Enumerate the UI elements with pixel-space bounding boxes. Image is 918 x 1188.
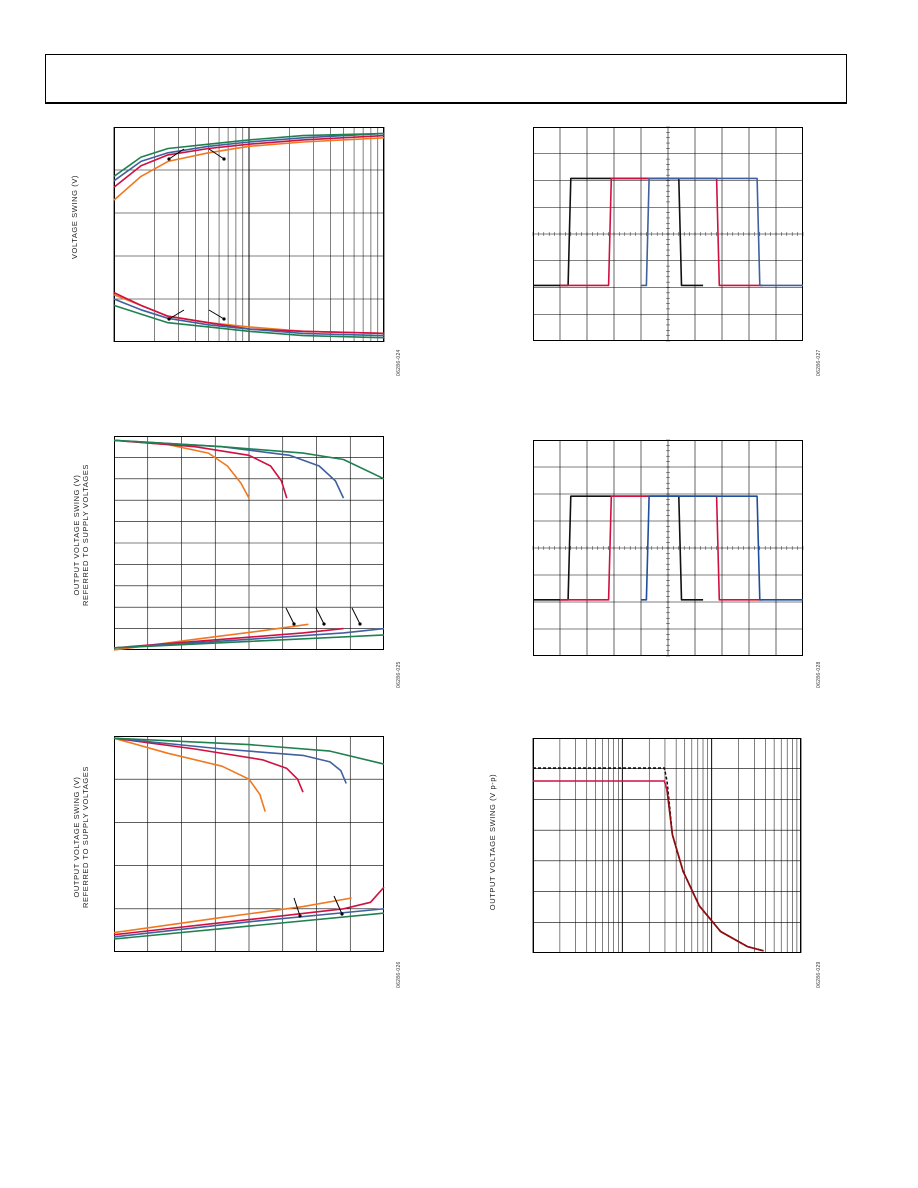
fig3-y-axis-label-line1: OUTPUT VOLTAGE SWING (V) — [72, 776, 81, 898]
fig1-annotation-arrow — [168, 148, 185, 160]
fig1-annotation-arrowhead — [222, 317, 226, 321]
fig3-series-green-3 — [113, 737, 385, 765]
fig2-grid — [114, 436, 384, 650]
fig1-annotation-arrow — [208, 148, 225, 160]
fig4-series-black-0 — [533, 177, 704, 287]
fig2-annotation-arrow — [315, 607, 325, 625]
fig2-series-red-5 — [113, 627, 344, 649]
fig1-grid — [113, 127, 385, 342]
fig3-figure-id: 06286-026 — [396, 961, 402, 988]
fig1-y-axis-label: VOLTAGE SWING (V) — [70, 174, 79, 260]
fig4-series-red-1 — [560, 177, 763, 287]
fig6-series-red-1 — [533, 780, 764, 952]
fig3-y-axis-label-line2: REFERRED TO SUPPLY VOLTAGES — [81, 765, 90, 909]
fig1-series-blue-2 — [113, 132, 385, 182]
fig2-series-blue-6 — [113, 627, 385, 649]
fig3-series-red-1 — [113, 737, 304, 793]
fig5-plot-frame — [533, 440, 803, 656]
fig6-y-axis-label: OUTPUT VOLTAGE SWING (V p-p) — [488, 773, 497, 911]
fig1-series-orange-0 — [113, 137, 385, 201]
fig3-series-green-7 — [113, 912, 385, 940]
fig3-series-blue-6 — [113, 908, 385, 938]
fig1-annotation-arrowhead — [167, 317, 171, 321]
fig6-series-dark_red-2 — [666, 789, 764, 952]
fig1-series-red-1 — [113, 134, 385, 188]
fig1-annotation-arrow — [168, 309, 185, 320]
fig1-series-blue-6 — [113, 298, 385, 337]
fig4-plot-frame — [533, 127, 803, 341]
fig5-series-dark_blue-2 — [641, 495, 803, 601]
fig6-figure-id: 06286-029 — [816, 961, 822, 988]
page-header-box — [45, 54, 847, 104]
fig2-annotation-arrow — [351, 607, 361, 625]
fig3-series-blue-2 — [113, 737, 347, 784]
fig2-y-axis-label: OUTPUT VOLTAGE SWING (V) REFERRED TO SUP… — [72, 450, 90, 620]
fig2-series-red-1 — [113, 439, 288, 499]
fig1-series-green-3 — [113, 132, 385, 178]
fig3-annotation-arrow — [293, 897, 301, 917]
chart-fig4 — [532, 126, 804, 342]
fig3-series-red-5 — [113, 886, 385, 936]
fig4-series-blue-2 — [641, 177, 803, 287]
fig1-plot-frame — [114, 127, 384, 342]
fig1-series-red-5 — [113, 291, 385, 335]
fig6-grid — [532, 738, 802, 953]
chart-fig2 — [113, 436, 385, 651]
fig6-plot-frame — [533, 738, 801, 953]
fig1-annotation-arrowhead — [222, 157, 226, 161]
fig2-annotation-arrowhead — [322, 622, 326, 626]
fig2-series-blue-2 — [113, 439, 345, 499]
chart-fig1 — [113, 127, 385, 342]
fig2-plot-frame — [114, 436, 384, 650]
fig2-y-axis-label-line1: OUTPUT VOLTAGE SWING (V) — [72, 474, 81, 596]
fig3-series-orange-0 — [113, 737, 266, 812]
fig1-annotation-arrowhead — [167, 157, 171, 161]
fig4-figure-id: 06286-027 — [816, 349, 822, 376]
fig3-plot-frame — [114, 736, 384, 952]
fig5-grid — [532, 439, 804, 657]
chart-fig3 — [113, 736, 385, 952]
fig1-figure-id: 06286-024 — [396, 349, 402, 376]
fig1-series-green-7 — [113, 304, 385, 339]
fig6-series-black-0 — [533, 767, 764, 952]
fig3-annotation-arrowhead — [340, 912, 344, 916]
fig3-series-orange-4 — [113, 897, 352, 934]
chart-fig5 — [532, 439, 804, 657]
fig4-grid — [532, 126, 804, 342]
fig2-annotation-arrowhead — [358, 622, 362, 626]
fig2-y-axis-label-line2: REFERRED TO SUPPLY VOLTAGES — [81, 463, 90, 607]
fig2-series-green-7 — [113, 634, 385, 649]
fig2-annotation-arrowhead — [292, 622, 296, 626]
chart-fig6 — [532, 738, 802, 953]
fig2-series-green-3 — [113, 439, 385, 480]
fig2-annotation-arrow — [285, 607, 295, 625]
fig2-figure-id: 06286-025 — [396, 661, 402, 688]
fig5-figure-id: 06286-028 — [816, 661, 822, 688]
fig1-annotation-arrow — [208, 309, 225, 320]
fig3-y-axis-label: OUTPUT VOLTAGE SWING (V) REFERRED TO SUP… — [72, 752, 90, 922]
fig3-annotation-arrowhead — [298, 914, 302, 918]
fig3-annotation-arrow — [333, 895, 343, 915]
